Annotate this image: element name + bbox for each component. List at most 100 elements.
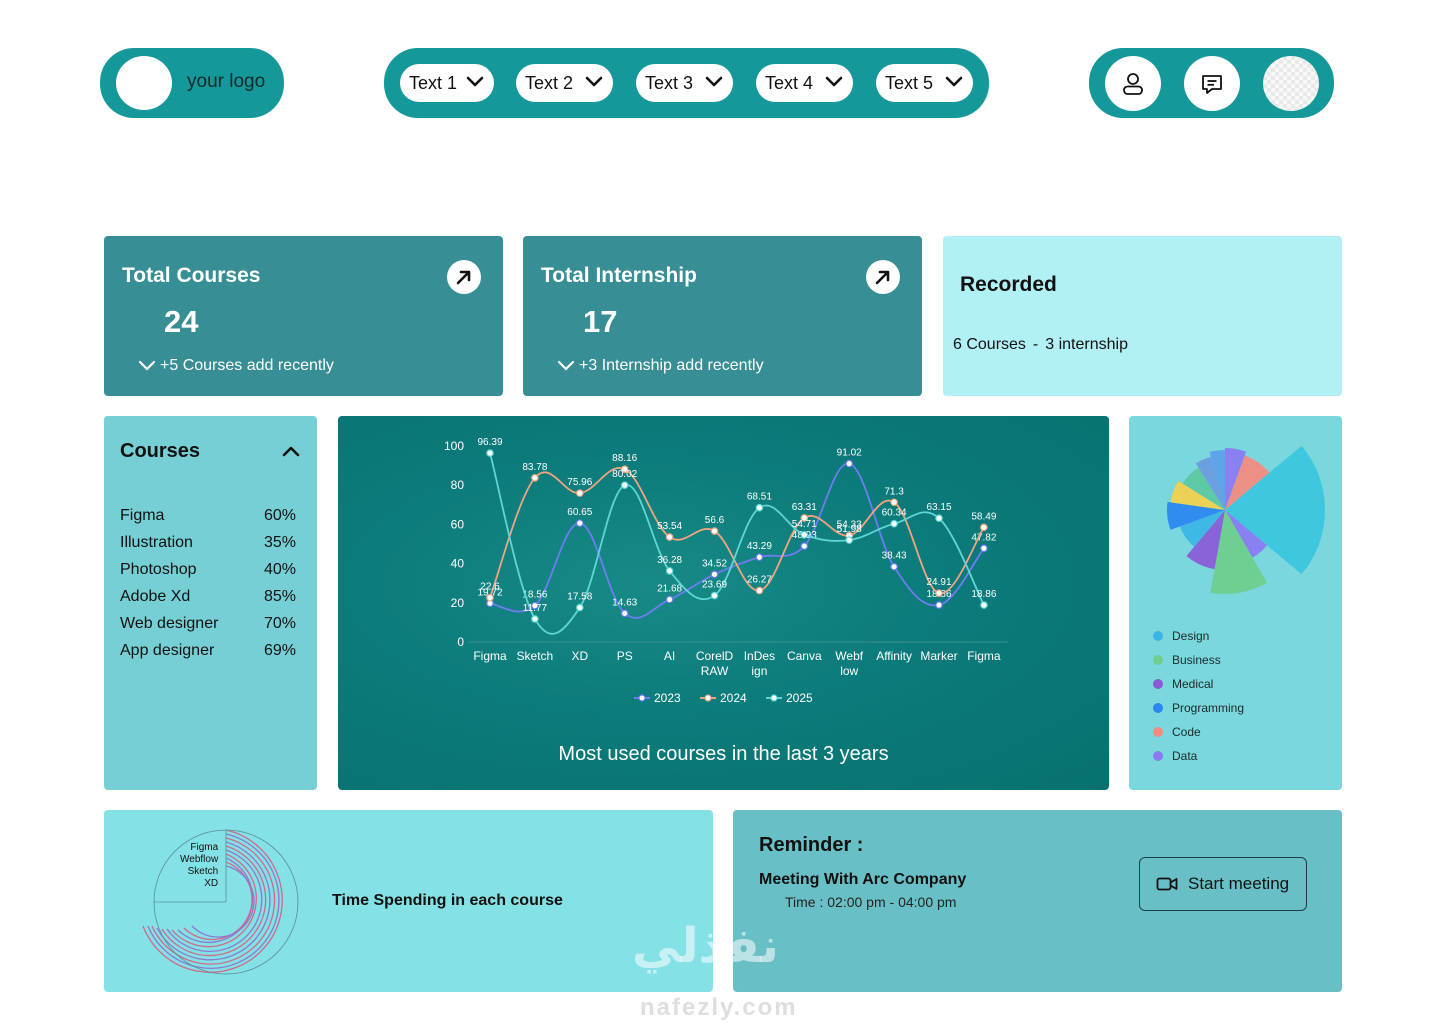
x-tick-label: RAW (701, 664, 729, 678)
total-internship-card: Total Internship 17 +3 Internship add re… (523, 236, 922, 396)
video-camera-icon (1156, 877, 1178, 891)
data-label-2024: 24.91 (926, 577, 951, 588)
course-row: Figma 60% (120, 507, 296, 525)
pie-slice[interactable] (1170, 480, 1225, 510)
data-point-2023 (800, 542, 809, 550)
data-label-2025: 54.71 (792, 519, 817, 530)
x-tick-label: InDes (744, 649, 775, 663)
chevron-down-icon (705, 76, 723, 87)
chevron-down-icon (945, 76, 963, 87)
pie-slice[interactable] (1209, 450, 1225, 510)
nav-item-label: Text 1 (409, 72, 458, 93)
messages-button[interactable] (1184, 56, 1240, 111)
data-label-2024: 58.49 (971, 511, 996, 522)
data-label-2025: 51.98 (837, 524, 862, 535)
data-point-2024 (620, 465, 629, 474)
course-percent: 40% (263, 561, 296, 578)
time-spending-card: Figma Webflow Sketch XD Time Spending in… (104, 810, 713, 992)
course-name: Illustration (120, 534, 193, 551)
nav-item-label: Text 5 (885, 72, 934, 93)
legend-swatch (1153, 727, 1163, 737)
data-point-2025 (800, 530, 809, 539)
x-tick-label: Sketch (517, 649, 554, 663)
pie-slice[interactable] (1225, 448, 1247, 510)
data-point-2023 (620, 609, 629, 618)
data-point-2023 (665, 595, 674, 604)
watermark-arabic: نفذلي (632, 918, 779, 974)
total-courses-card: Total Courses 24 +5 Courses add recently (104, 236, 503, 396)
avatar[interactable] (1263, 56, 1319, 111)
data-point-2025 (665, 567, 674, 575)
legend-swatch (1153, 631, 1163, 641)
arrow-up-right-icon (875, 270, 890, 285)
legend-label: Medical (1172, 677, 1214, 691)
data-label-2025: 36.28 (657, 555, 682, 566)
nav-item-1[interactable]: Text 1 (400, 64, 494, 102)
chevron-up-icon[interactable] (280, 443, 302, 459)
data-point-2023 (531, 601, 539, 610)
data-point-2023 (710, 570, 719, 579)
data-point-2025 (486, 449, 494, 457)
start-meeting-button[interactable]: Start meeting (1139, 857, 1307, 911)
data-point-2024 (665, 533, 674, 541)
data-point-2023 (980, 544, 988, 553)
data-point-2024 (800, 514, 809, 522)
nav-item-4[interactable]: Text 4 (756, 64, 853, 102)
data-label-2025: 60.34 (882, 508, 907, 519)
data-label-2025: 18.86 (971, 589, 996, 600)
nav-item-2[interactable]: Text 2 (516, 64, 613, 102)
nav-item-label: Text 4 (765, 72, 814, 93)
pie-slice[interactable] (1225, 455, 1270, 510)
x-tick-label: Figma (967, 649, 1001, 663)
pie-slice[interactable] (1182, 467, 1225, 510)
nav-item-5[interactable]: Text 5 (876, 64, 973, 102)
courses-title: Courses (120, 440, 201, 462)
pie-slice[interactable] (1167, 501, 1225, 530)
watermark-latin: nafezly.com (640, 994, 798, 1021)
profile-button[interactable] (1105, 56, 1161, 111)
legend-label: 2025 (786, 691, 813, 705)
pie-slice[interactable] (1210, 510, 1267, 594)
data-label-2024: 56.6 (705, 515, 725, 526)
nav-item-3[interactable]: Text 3 (636, 64, 733, 102)
open-internship-button[interactable] (866, 260, 900, 294)
data-label-2023: 43.29 (747, 541, 772, 552)
course-row: App designer 69% (120, 642, 296, 660)
recorded-separator: - (1032, 336, 1039, 353)
data-label-2024: 88.16 (612, 453, 637, 464)
top-nav: Text 1 Text 2 Text 3 Text 4 Text 5 (384, 48, 989, 118)
data-point-2023 (576, 519, 584, 527)
x-tick-label: Canva (787, 649, 822, 663)
series-line-2023 (489, 462, 985, 619)
data-label-2025: 68.51 (747, 492, 772, 503)
pie-slice[interactable] (1225, 445, 1325, 575)
total-courses-note-text: +5 Courses add recently (160, 357, 334, 374)
course-percent: 60% (263, 507, 296, 524)
pie-slice[interactable] (1225, 510, 1268, 558)
data-label-2024: 53.54 (657, 521, 682, 532)
data-point-2024 (755, 586, 764, 595)
x-tick-label: Marker (920, 649, 957, 663)
legend-item-design: Design (1153, 629, 1209, 643)
chevron-down-icon (585, 76, 603, 87)
open-courses-button[interactable] (447, 260, 481, 294)
data-label-2023: 60.65 (567, 507, 592, 518)
course-row: Adobe Xd 85% (120, 588, 296, 606)
pie-slice[interactable] (1186, 510, 1225, 570)
legend-swatch (1153, 751, 1163, 761)
x-tick-label: XD (571, 649, 588, 663)
pie-slice[interactable] (1179, 510, 1225, 547)
legend-marker (638, 694, 646, 702)
legend-item-medical: Medical (1153, 677, 1213, 691)
x-tick-label: Affinity (876, 649, 912, 663)
legend-swatch (1153, 655, 1163, 665)
data-label-2024: 83.78 (522, 462, 547, 473)
category-pie-chart (1167, 445, 1325, 594)
pie-slice[interactable] (1195, 456, 1225, 510)
legend-marker (770, 694, 778, 702)
data-label-2024: 22.6 (480, 582, 500, 593)
legend-swatch (1153, 679, 1163, 689)
course-percent: 85% (263, 588, 296, 605)
y-tick-label: 0 (457, 635, 464, 649)
